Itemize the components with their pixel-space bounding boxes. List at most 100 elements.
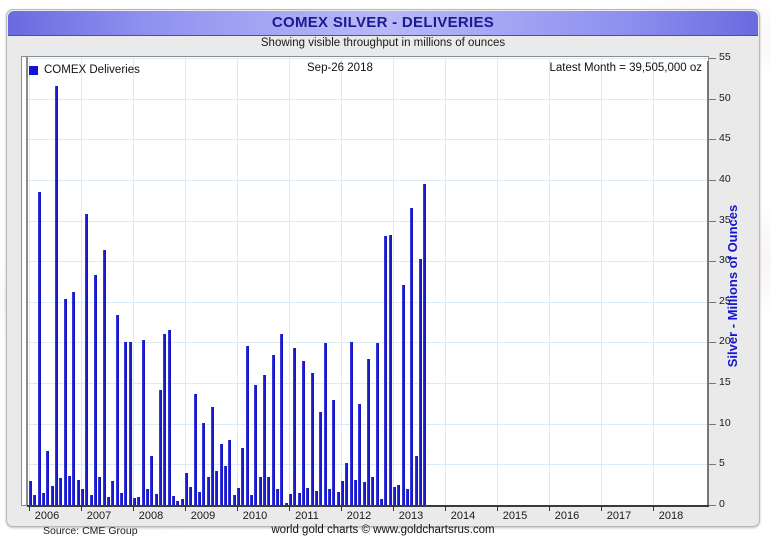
bar xyxy=(176,500,180,505)
bar xyxy=(315,491,318,505)
x-axis-tick xyxy=(237,507,238,511)
x-axis-tick-label: 2011 xyxy=(295,510,319,522)
bar xyxy=(219,444,223,505)
gridline-vertical xyxy=(81,58,82,505)
bar xyxy=(401,284,405,505)
x-axis-tick xyxy=(341,507,342,511)
chart-panel: COMEX SILVER - DELIVERIES Showing visibl… xyxy=(6,9,760,537)
y-axis-tick xyxy=(709,220,716,222)
gridline-vertical xyxy=(601,58,602,505)
gridline-vertical xyxy=(185,58,186,505)
y-axis-tick-label: 15 xyxy=(719,376,731,389)
gridline-vertical xyxy=(549,58,550,505)
y-axis-tick xyxy=(709,139,716,141)
gridline-horizontal xyxy=(27,58,707,59)
x-axis-tick-label: 2014 xyxy=(450,510,476,522)
bar xyxy=(81,488,84,505)
x-axis-tick-label: 2015 xyxy=(502,510,528,522)
bar xyxy=(397,484,401,505)
y-axis-tick xyxy=(709,342,716,344)
gridline-horizontal xyxy=(27,342,707,344)
bar xyxy=(380,498,383,505)
bar xyxy=(202,422,206,505)
x-axis-tick xyxy=(653,507,654,511)
bar xyxy=(250,495,253,505)
bar xyxy=(141,340,145,505)
x-axis-tick-label: 2017 xyxy=(606,510,632,522)
chart-date-label: Sep-26 2018 xyxy=(307,62,373,74)
plot-area xyxy=(27,58,707,505)
bar xyxy=(102,249,106,505)
latest-month-label: Latest Month = 39,505,000 oz xyxy=(549,62,703,74)
x-axis-tick-label: 2009 xyxy=(190,510,216,522)
y-axis-tick-label: 55 xyxy=(719,51,731,63)
bar xyxy=(293,348,297,505)
bar xyxy=(72,292,76,505)
bar xyxy=(115,314,119,505)
bar xyxy=(89,495,93,505)
bar xyxy=(55,86,58,505)
chart-title-bar: COMEX SILVER - DELIVERIES xyxy=(8,11,758,36)
bar xyxy=(50,485,54,505)
bar xyxy=(345,462,349,505)
bar xyxy=(358,404,362,505)
bar xyxy=(120,492,123,505)
gridline-vertical xyxy=(29,58,30,505)
y-axis-right-line xyxy=(707,61,709,506)
bar xyxy=(271,355,275,505)
y-axis-tick-label: 40 xyxy=(719,172,731,185)
bar xyxy=(354,479,357,505)
x-axis-tick xyxy=(601,507,602,511)
bar xyxy=(419,258,422,505)
bar xyxy=(198,492,201,505)
x-axis-line xyxy=(27,505,709,507)
x-axis-tick xyxy=(393,507,394,511)
y-axis-tick-label: 35 xyxy=(719,213,731,226)
bar xyxy=(59,478,63,505)
page-title: COMEX SILVER - DELIVERIES xyxy=(271,14,495,31)
bar xyxy=(263,374,266,505)
bar xyxy=(189,487,193,505)
credit-label: world gold charts © www.goldchartsrus.co… xyxy=(271,524,495,536)
y-axis-tick-label: 45 xyxy=(719,132,731,145)
bar xyxy=(371,476,375,505)
gridline-horizontal xyxy=(27,301,707,303)
bar xyxy=(146,488,149,505)
bar xyxy=(336,492,340,505)
source-label: Source: CME Group xyxy=(43,525,138,537)
bar xyxy=(85,214,89,505)
bar xyxy=(280,334,284,505)
bar xyxy=(193,394,197,505)
bar xyxy=(29,480,32,505)
bar xyxy=(254,384,258,505)
bar xyxy=(406,488,409,505)
bar xyxy=(362,482,366,505)
bar xyxy=(206,476,210,505)
y-axis-tick xyxy=(709,261,716,263)
bar xyxy=(328,488,331,505)
bar xyxy=(150,456,154,505)
bar xyxy=(33,495,37,505)
y-axis-tick xyxy=(709,464,716,466)
bar xyxy=(232,495,236,505)
bar xyxy=(258,476,262,505)
chart-subtitle: Showing visible throughput in millions o… xyxy=(260,37,506,49)
bar xyxy=(111,480,115,505)
bar xyxy=(410,208,414,505)
bar xyxy=(167,330,171,505)
bar xyxy=(267,477,271,505)
gridline-vertical xyxy=(341,58,342,505)
y-axis-title: Silver - Millions of Ounces xyxy=(725,204,740,368)
bar xyxy=(245,345,249,505)
bar xyxy=(68,475,71,505)
gridline-vertical xyxy=(237,58,238,505)
bar xyxy=(319,411,323,505)
bar xyxy=(375,343,379,505)
y-axis-left-line xyxy=(26,57,28,506)
bar xyxy=(185,472,188,505)
gridline-vertical xyxy=(445,58,446,505)
bar xyxy=(137,496,141,505)
bar xyxy=(302,361,305,505)
bar xyxy=(289,494,292,505)
bar xyxy=(37,192,41,505)
